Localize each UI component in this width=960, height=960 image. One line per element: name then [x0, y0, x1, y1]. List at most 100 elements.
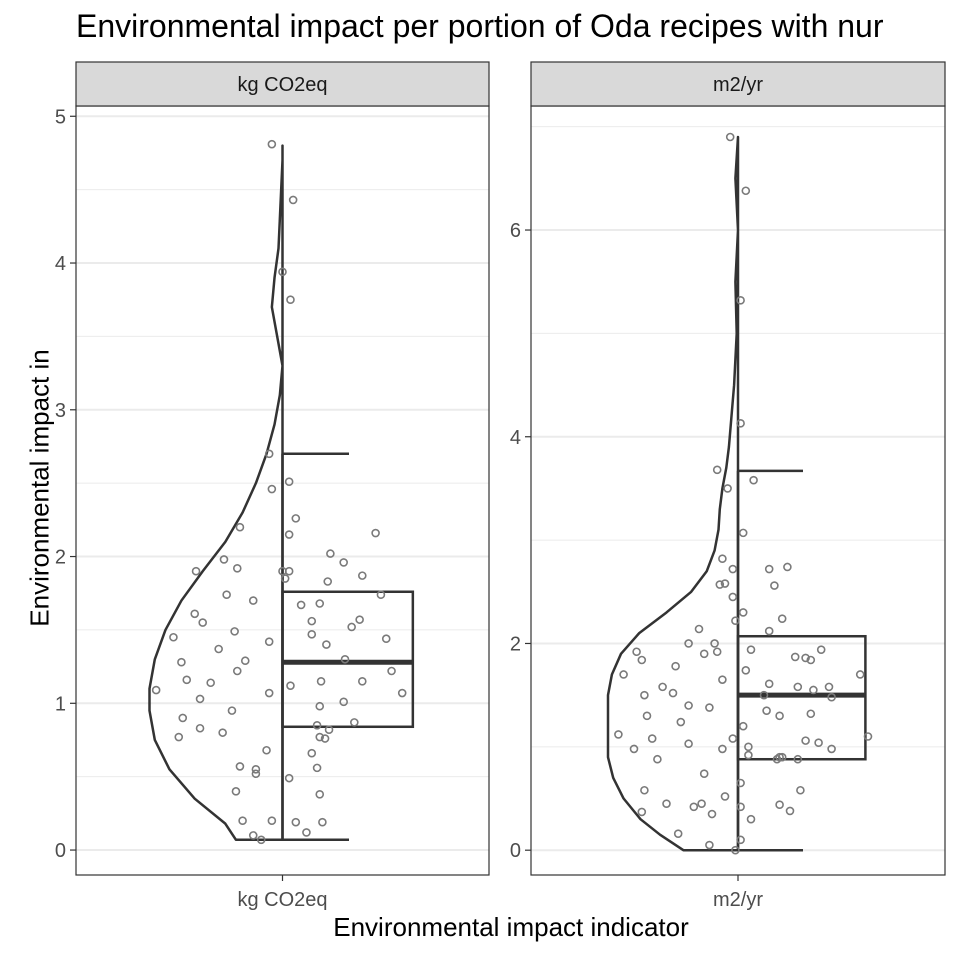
data-point [684, 701, 693, 710]
data-point [699, 769, 709, 779]
data-point [320, 734, 330, 743]
y-tick-label: 1 [55, 693, 66, 715]
data-point [262, 745, 271, 755]
data-point [267, 816, 277, 826]
data-point [637, 655, 647, 665]
data-point [264, 688, 274, 698]
data-point [689, 802, 699, 812]
panel-co2: kg CO2eq 0 1 2 3 4 5 kg CO2eq [55, 61, 490, 911]
data-point [315, 789, 325, 799]
data-point [619, 670, 628, 679]
y-tick-label: 4 [510, 427, 521, 449]
data-point [267, 139, 277, 149]
data-point [637, 807, 647, 817]
data-point [278, 566, 287, 576]
data-point [718, 554, 727, 564]
data-point [291, 514, 301, 523]
data-point [671, 661, 680, 671]
data-point [326, 549, 335, 558]
data-point [668, 688, 678, 698]
y-tick-label: 6 [510, 220, 521, 242]
data-point [793, 754, 803, 764]
data-point [218, 728, 227, 737]
data-point [775, 752, 784, 762]
x-tick-label: kg CO2eq [237, 889, 327, 911]
data-point [248, 831, 258, 840]
data-point [647, 734, 657, 743]
data-point [235, 522, 245, 532]
data-point [749, 475, 758, 485]
data-point [323, 577, 333, 586]
data-point [855, 670, 865, 679]
data-point [744, 742, 753, 752]
data-point [350, 718, 359, 727]
data-point [662, 799, 671, 808]
facet-strip [530, 61, 946, 107]
data-point [806, 709, 816, 719]
data-point [629, 744, 639, 754]
data-point [697, 799, 706, 808]
data-point [324, 725, 334, 735]
data-point [777, 614, 787, 623]
data-point [376, 590, 386, 599]
data-point [728, 734, 738, 743]
data-point [315, 701, 325, 711]
data-point [694, 624, 704, 634]
data-point [222, 590, 231, 599]
panel-land: m2/yr 0 2 4 6 m2/yr [510, 61, 946, 911]
data-point [284, 773, 294, 783]
data-point [251, 769, 261, 779]
data-point [793, 682, 803, 692]
violin-half [606, 135, 740, 852]
data-point [307, 630, 317, 639]
data-point [738, 721, 748, 731]
data-point [759, 690, 769, 700]
data-point [723, 484, 732, 493]
data-point [387, 666, 396, 676]
data-point [315, 599, 325, 608]
data-point [339, 558, 348, 567]
data-point [238, 816, 247, 826]
data-point [339, 697, 348, 707]
data-point [178, 713, 188, 723]
data-point [783, 562, 792, 572]
data-point [728, 592, 738, 602]
data-point [738, 528, 748, 538]
data-point [357, 571, 367, 580]
data-point [736, 296, 745, 305]
data-point [284, 477, 294, 486]
data-point [736, 419, 745, 428]
data-point [230, 627, 239, 636]
data-point [291, 817, 301, 827]
data-point [764, 564, 774, 574]
data-point [206, 678, 215, 688]
data-point [731, 845, 740, 855]
data-point [640, 690, 649, 700]
data-point [673, 829, 683, 838]
data-point [738, 608, 748, 617]
data-point [741, 666, 751, 675]
data-point [357, 676, 367, 686]
data-point [315, 732, 325, 742]
facet-strip-label: m2/yr [713, 74, 763, 96]
data-point [286, 681, 295, 690]
data-point [169, 632, 178, 642]
data-point [746, 645, 756, 654]
data-point [814, 738, 823, 747]
facet-strip-label: kg CO2eq [237, 74, 327, 96]
data-point [684, 739, 693, 749]
y-tick-label: 3 [55, 400, 66, 422]
data-point [775, 800, 784, 810]
data-point [340, 654, 350, 664]
data-point [214, 644, 223, 654]
data-point [307, 748, 317, 758]
data-point [198, 618, 207, 627]
data-point [235, 762, 245, 771]
data-point [710, 639, 719, 648]
data-point [827, 744, 836, 754]
data-point [284, 530, 294, 539]
data-point [288, 195, 298, 205]
data-point [785, 806, 795, 816]
data-point [307, 616, 317, 626]
